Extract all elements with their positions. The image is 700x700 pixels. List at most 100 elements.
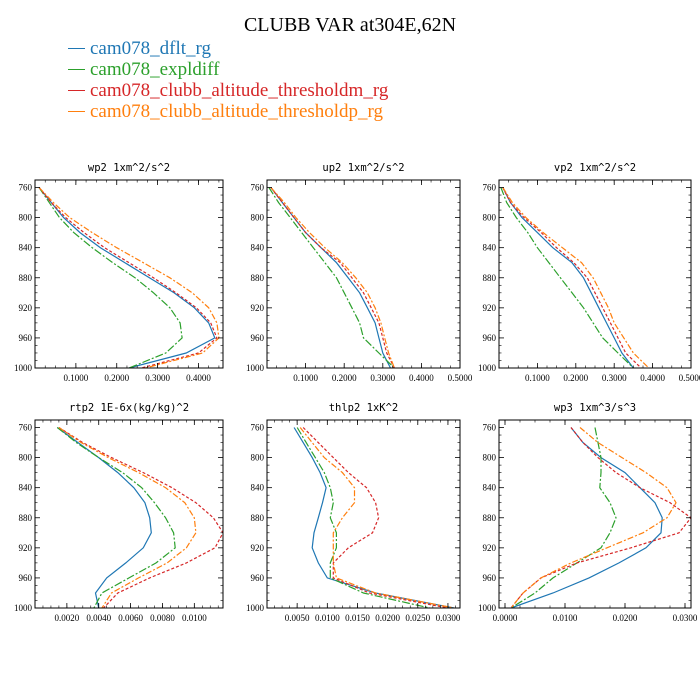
x-tick-label: 0.1000	[525, 373, 550, 383]
legend-label: cam078_expldiff	[90, 58, 220, 80]
panel-2: up2 1xm^2/s^2 760 800 840 880 920 960 1000 0.100…	[246, 162, 473, 383]
x-tick-label: 0.4000	[186, 373, 211, 383]
y-tick-label: 960	[483, 573, 497, 583]
series-line	[58, 427, 197, 608]
x-tick-label: 0.0250	[405, 613, 430, 623]
series-line	[510, 427, 677, 608]
legend-swatch	[68, 48, 85, 49]
y-tick-label: 840	[19, 243, 33, 253]
x-tick-label: 0.4000	[409, 373, 434, 383]
y-tick-label: 760	[483, 423, 497, 433]
panel-4: rtp2 1E-6x(kg/kg)^2 760 800 840 880 920 960 100…	[14, 402, 224, 623]
x-tick-label: 0.0200	[375, 613, 400, 623]
y-tick-label: 960	[251, 333, 265, 343]
x-tick-label: 0.0100	[315, 613, 340, 623]
y-tick-label: 1000	[14, 363, 33, 373]
y-tick-label: 960	[19, 333, 33, 343]
plot-frame	[498, 419, 692, 609]
series-line	[38, 187, 183, 368]
series-line	[56, 427, 176, 608]
panel-title: wp3 1xm^3/s^3	[554, 402, 636, 414]
x-tick-label: 0.3000	[602, 373, 627, 383]
y-tick-label: 960	[483, 333, 497, 343]
x-tick-label: 0.1000	[63, 373, 88, 383]
y-tick-label: 800	[251, 453, 265, 463]
y-tick-label: 840	[483, 483, 497, 493]
x-tick-label: 0.0100	[553, 613, 578, 623]
y-tick-label: 880	[251, 513, 265, 523]
legend-item: cam078_dflt_rg	[68, 38, 388, 59]
series-line	[38, 187, 218, 368]
plot-frame	[498, 179, 692, 369]
series-line	[510, 427, 663, 608]
y-tick-label: 1000	[478, 363, 497, 373]
x-tick-label: 0.0300	[673, 613, 698, 623]
series-line	[510, 427, 617, 608]
x-tick-label: 0.0060	[118, 613, 143, 623]
y-tick-label: 1000	[246, 603, 265, 613]
series-line	[302, 427, 449, 608]
y-tick-label: 840	[251, 483, 265, 493]
series-line	[296, 427, 430, 608]
y-tick-label: 920	[251, 303, 265, 313]
series-line	[502, 187, 642, 368]
panel-title: vp2 1xm^2/s^2	[554, 162, 636, 174]
y-tick-label: 880	[483, 513, 497, 523]
x-tick-label: 0.5000	[448, 373, 473, 383]
y-tick-label: 840	[483, 243, 497, 253]
y-tick-label: 920	[483, 543, 497, 553]
x-tick-label: 0.3000	[370, 373, 395, 383]
y-tick-label: 880	[251, 273, 265, 283]
y-tick-label: 960	[19, 573, 33, 583]
panel-5: thlp2 1xK^2 760 800 840 880 920 960 1000 0.0050 0…	[246, 402, 461, 623]
x-tick-label: 0.4000	[640, 373, 665, 383]
y-tick-label: 960	[251, 573, 265, 583]
legend-item: cam078_clubb_altitude_thresholdm_rg	[68, 80, 388, 101]
series-line	[268, 187, 395, 368]
series-line	[502, 187, 634, 368]
series-line	[270, 187, 395, 368]
x-tick-label: 0.0000	[493, 613, 518, 623]
plot-frame	[266, 419, 461, 609]
y-tick-label: 760	[19, 423, 33, 433]
plot-frame	[34, 179, 224, 369]
series-line	[38, 187, 220, 368]
x-tick-label: 0.1000	[293, 373, 318, 383]
panel-title: up2 1xm^2/s^2	[322, 162, 404, 174]
x-tick-label: 0.0050	[285, 613, 310, 623]
panel-title: wp2 1xm^2/s^2	[88, 162, 170, 174]
y-tick-label: 840	[251, 243, 265, 253]
x-tick-label: 0.0040	[86, 613, 111, 623]
x-tick-label: 0.2000	[332, 373, 357, 383]
panel-1: wp2 1xm^2/s^2 760 800 840 880 920 960 1000 0.100…	[14, 162, 224, 383]
x-tick-label: 0.2000	[104, 373, 129, 383]
y-tick-label: 800	[483, 453, 497, 463]
legend-item: cam078_expldiff	[68, 59, 388, 80]
x-tick-label: 0.0150	[345, 613, 370, 623]
x-tick-label: 0.5000	[679, 373, 700, 383]
y-tick-label: 760	[19, 183, 33, 193]
legend: cam078_dflt_rg cam078_expldiff cam078_cl…	[68, 38, 388, 122]
plot-frame	[34, 419, 224, 609]
series-line	[58, 426, 223, 608]
legend-swatch	[68, 90, 85, 91]
y-tick-label: 800	[19, 453, 33, 463]
legend-label: cam078_dflt_rg	[90, 37, 212, 59]
panel-3: vp2 1xm^2/s^2 760 800 840 880 920 960 1000 0.100…	[478, 162, 700, 383]
legend-swatch	[68, 111, 85, 112]
series-line	[502, 187, 650, 368]
y-tick-label: 760	[251, 183, 265, 193]
y-tick-label: 840	[19, 483, 33, 493]
series-line	[270, 187, 395, 368]
x-tick-label: 0.0100	[182, 613, 207, 623]
y-tick-label: 1000	[246, 363, 265, 373]
page-title: CLUBB VAR at304E,62N	[243, 14, 457, 36]
y-tick-label: 920	[483, 303, 497, 313]
y-tick-label: 800	[483, 213, 497, 223]
panel-6: wp3 1xm^3/s^3 760 800 840 880 920 960 10000.000…	[478, 402, 698, 623]
y-tick-label: 800	[19, 213, 33, 223]
series-line	[56, 427, 152, 608]
y-tick-label: 920	[19, 303, 33, 313]
series-line	[500, 187, 634, 368]
panel-title: thlp2 1xK^2	[329, 402, 399, 414]
